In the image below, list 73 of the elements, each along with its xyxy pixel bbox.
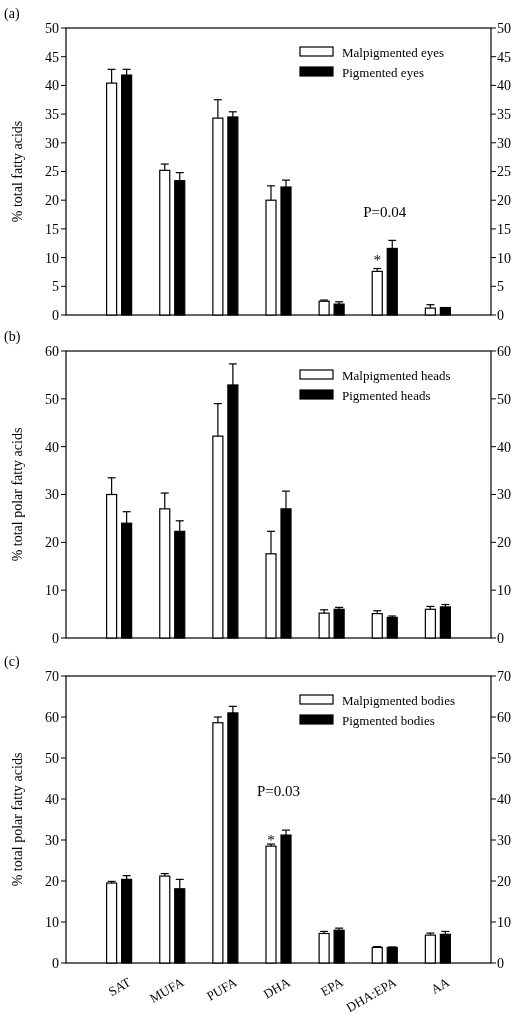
y-tick-label: 10 <box>45 583 59 599</box>
legend-label: Malpigmented bodies <box>342 692 456 708</box>
y2-tick-label: 10 <box>497 250 511 266</box>
y-tick-label: 50 <box>45 391 59 407</box>
y-tick-label: 60 <box>45 709 59 725</box>
y2-tick-label: 40 <box>497 78 511 94</box>
y-tick-label: 30 <box>45 135 59 151</box>
y2-tick-label: 30 <box>497 487 511 503</box>
y2-tick-label: 40 <box>497 439 511 455</box>
annotation: * <box>267 831 275 848</box>
y2-tick-label: 45 <box>497 49 511 65</box>
y2-tick-label: 20 <box>497 873 511 889</box>
y-tick-label: 0 <box>52 307 59 323</box>
y-axis-title: % total polar fatty acids <box>10 752 25 887</box>
y2-tick-label: 40 <box>497 791 511 807</box>
y2-tick-label: 30 <box>497 135 511 151</box>
y-tick-label: 20 <box>45 193 59 209</box>
y2-tick-label: 50 <box>497 750 511 766</box>
y-tick-label: 15 <box>45 221 59 237</box>
y-tick-label: 30 <box>45 832 59 848</box>
x-tick-label: SAT <box>105 974 134 1000</box>
legend-label: Pigmented heads <box>342 387 431 403</box>
y2-tick-label: 25 <box>497 164 511 180</box>
y2-tick-label: 50 <box>497 20 511 36</box>
y-axis-title: % total polar fatty acids <box>10 427 25 562</box>
y-tick-label: 40 <box>45 78 59 94</box>
y2-tick-label: 20 <box>497 535 511 551</box>
y2-tick-label: 0 <box>497 630 504 646</box>
y-tick-label: 50 <box>45 20 59 36</box>
x-tick-label: EPA <box>317 974 347 1000</box>
y-tick-label: 60 <box>45 343 59 359</box>
chart-title: (a) <box>4 6 20 22</box>
y2-tick-label: 10 <box>497 583 511 599</box>
y-tick-label: 20 <box>45 535 59 551</box>
y2-tick-label: 0 <box>497 955 504 971</box>
y-tick-label: 50 <box>45 750 59 766</box>
chart-title: (c) <box>4 654 20 670</box>
legend-label: Pigmented bodies <box>342 712 435 728</box>
y-tick-label: 5 <box>52 279 59 295</box>
y2-tick-label: 50 <box>497 391 511 407</box>
y2-tick-label: 35 <box>497 107 511 122</box>
y2-tick-label: 0 <box>497 307 504 323</box>
y-tick-label: 20 <box>45 873 59 889</box>
chart-title: (b) <box>4 329 21 345</box>
y2-tick-label: 10 <box>497 914 511 930</box>
legend-label: Pigmented eyes <box>342 64 424 80</box>
y2-tick-label: 60 <box>497 343 511 359</box>
y-tick-label: 10 <box>45 250 59 266</box>
x-tick-label: AA <box>428 974 453 997</box>
legend-label: Malpigmented heads <box>342 367 451 383</box>
x-tick-label: DHA <box>260 974 294 1002</box>
y2-tick-label: 20 <box>497 193 511 209</box>
y-tick-label: 40 <box>45 791 59 807</box>
y-tick-label: 0 <box>52 630 59 646</box>
y2-tick-label: 15 <box>497 221 511 237</box>
y2-tick-label: 70 <box>497 668 511 684</box>
y-tick-label: 45 <box>45 49 59 65</box>
y-tick-label: 35 <box>45 107 59 122</box>
y-tick-label: 25 <box>45 164 59 180</box>
y-tick-label: 40 <box>45 439 59 455</box>
y2-tick-label: 30 <box>497 832 511 848</box>
y-tick-label: 10 <box>45 914 59 930</box>
y2-tick-label: 5 <box>497 279 504 295</box>
y-axis-title: % total fatty acids <box>10 120 25 223</box>
annotation: * <box>373 252 381 269</box>
y-tick-label: 70 <box>45 668 59 684</box>
x-tick-label: PUFA <box>203 974 240 1004</box>
annotation: P=0.04 <box>363 203 407 220</box>
y-tick-label: 30 <box>45 487 59 503</box>
annotation: P=0.03 <box>256 783 301 800</box>
y-tick-label: 0 <box>52 955 59 971</box>
y2-tick-label: 60 <box>497 709 511 725</box>
legend-label: Malpigmented eyes <box>342 44 445 60</box>
